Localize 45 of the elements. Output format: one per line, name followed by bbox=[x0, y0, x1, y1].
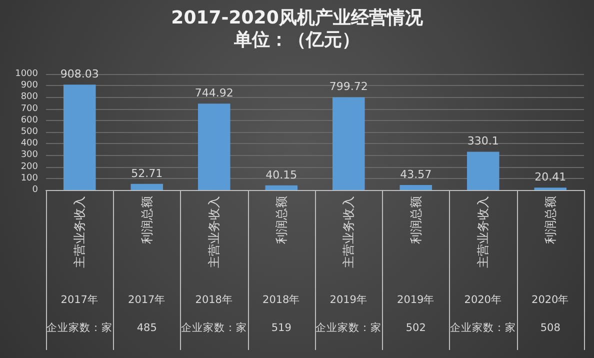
x-tick-label: 利润总额 bbox=[543, 196, 558, 244]
text: 2019年 bbox=[397, 294, 435, 306]
text: 519 bbox=[271, 322, 292, 334]
data-label: 908.03 bbox=[60, 68, 99, 81]
y-tick-label: 500 bbox=[20, 127, 38, 137]
text: 485 bbox=[136, 322, 157, 334]
x-tick-label: 利润总额 bbox=[274, 196, 288, 244]
y-tick-label: 0 bbox=[32, 185, 38, 195]
chart-title: 2017-2020风机产业经营情况 bbox=[171, 8, 424, 28]
text: 2018年 bbox=[195, 294, 233, 306]
text: 2020年 bbox=[464, 294, 502, 306]
text: 企业家数：家 bbox=[46, 321, 113, 334]
y-tick-label: 900 bbox=[20, 80, 38, 91]
y-tick-label: 800 bbox=[20, 92, 38, 102]
x-tick-label: 主营业务收入 bbox=[207, 196, 222, 268]
data-label: 52.71 bbox=[131, 166, 163, 180]
text: 508 bbox=[540, 322, 560, 334]
y-tick-label: 700 bbox=[20, 104, 38, 114]
text: 502 bbox=[406, 322, 426, 334]
text: 企业家数：家 bbox=[450, 321, 516, 334]
y-tick-label: 100 bbox=[20, 173, 38, 184]
y-tick-label: 200 bbox=[20, 162, 38, 172]
y-tick-label: 600 bbox=[20, 115, 38, 126]
chart-subtitle: 单位：（亿元） bbox=[233, 30, 360, 50]
y-tick-label: 400 bbox=[20, 138, 38, 149]
data-label: 20.41 bbox=[534, 170, 566, 184]
text: 2020年 bbox=[532, 294, 570, 306]
data-label: 744.92 bbox=[194, 86, 234, 100]
x-tick-label: 主营业务收入 bbox=[342, 196, 356, 268]
data-label: 330.1 bbox=[467, 134, 499, 148]
x-tick-label: 利润总额 bbox=[408, 196, 423, 244]
x-tick-label: 主营业务收入 bbox=[476, 196, 490, 268]
x-tick-label: 利润总额 bbox=[140, 196, 154, 244]
text: 2018年 bbox=[262, 294, 300, 306]
text: 2019年 bbox=[330, 294, 368, 306]
data-label: 40.15 bbox=[266, 168, 298, 182]
y-tick-label: 1000 bbox=[15, 69, 38, 79]
text: 企业家数：家 bbox=[181, 321, 248, 334]
text: 2017年 bbox=[60, 294, 98, 306]
data-label: 799.72 bbox=[329, 80, 368, 94]
text: 2017年 bbox=[128, 294, 166, 306]
x-tick-label: 主营业务收入 bbox=[72, 196, 87, 268]
y-tick-label: 300 bbox=[20, 150, 38, 160]
text: 企业家数：家 bbox=[316, 321, 382, 334]
data-label: 43.57 bbox=[400, 168, 432, 181]
